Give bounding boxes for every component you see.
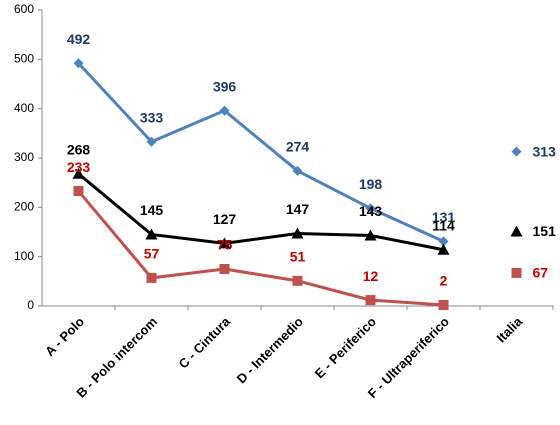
marker [218,237,231,249]
marker [365,295,376,306]
x-tick-label: F - Ultraperiferico [365,314,452,401]
x-tick-label: C - Cintura [175,313,233,371]
marker [292,275,303,286]
marker [219,105,230,116]
x-tick-label: D - Intermedio [234,314,306,386]
y-tick-label: 100 [14,249,34,263]
data-label: 396 [213,78,237,94]
y-tick-label: 400 [14,101,34,115]
x-tick-label: E - Periferico [312,314,379,381]
x-tick-label: Italia [493,313,525,345]
data-label: 147 [286,201,310,217]
marker [292,165,303,176]
data-label: 492 [67,31,91,47]
data-label: 145 [140,202,164,218]
series-line [77,172,444,252]
x-tick-label: B - Polo intercom [73,314,160,401]
marker [510,225,523,237]
marker [511,267,522,278]
data-label: 198 [359,176,383,192]
marker [73,58,84,69]
data-label: 333 [140,109,164,125]
data-label: 274 [286,139,310,155]
data-label: 2 [440,273,448,289]
y-tick-label: 600 [14,2,34,16]
series-line [77,190,444,307]
series-line [77,62,445,243]
marker [438,300,449,311]
marker [146,136,157,147]
data-label: 12 [363,268,379,284]
data-label: 127 [213,211,237,227]
data-label: 151 [533,223,557,239]
data-label: 75 [217,237,233,253]
data-label: 131 [432,209,456,225]
y-tick-label: 300 [14,150,34,164]
marker [145,228,158,240]
y-tick-label: 500 [14,52,34,66]
marker [365,203,376,214]
y-tick-label: 200 [14,200,34,214]
marker [437,243,450,255]
marker [511,146,522,157]
marker [72,167,85,179]
data-label: 313 [533,143,557,159]
marker [364,229,377,241]
marker [291,227,304,239]
data-label: 57 [144,246,160,262]
x-tick-label: A - Polo [42,314,87,359]
data-label: 268 [67,141,91,157]
marker [73,186,84,197]
data-label: 67 [533,265,549,281]
marker [146,272,157,283]
data-label: 114 [432,217,455,233]
data-label: 51 [290,249,306,265]
y-tick-label: 0 [27,298,34,312]
marker [438,236,449,247]
data-label: 143 [359,203,383,219]
marker [219,264,230,274]
data-label: 233 [67,159,91,175]
